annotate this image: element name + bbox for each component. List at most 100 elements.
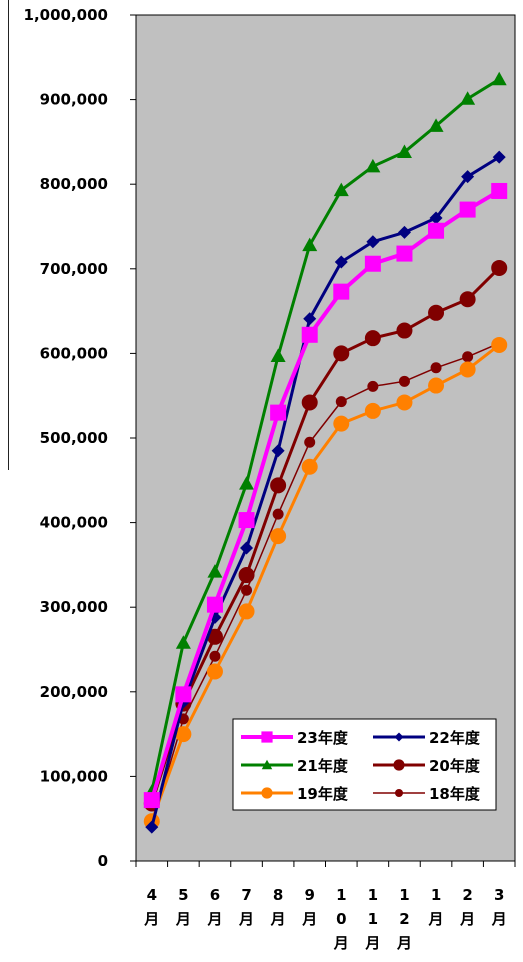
data-point (459, 201, 476, 218)
data-point (271, 444, 285, 458)
y-tick-label: 900,000 (40, 91, 108, 109)
x-tick-label-char: 月 (491, 910, 507, 928)
series-line (150, 78, 500, 792)
legend-swatch-marker (395, 789, 403, 797)
data-point (396, 245, 413, 262)
x-tick-label-char: 月 (301, 910, 317, 928)
x-tick-label: 7月 (238, 886, 254, 928)
y-tick-label: 400,000 (40, 514, 108, 532)
legend-swatch-marker (393, 759, 405, 771)
x-tick-label-char: 月 (175, 910, 191, 928)
data-point (270, 404, 287, 421)
x-tick-label: 1月 (428, 886, 444, 928)
data-point (209, 650, 221, 662)
x-tick-label-char: 1 (368, 910, 378, 928)
data-point (428, 118, 444, 132)
data-point (459, 291, 476, 308)
data-point (397, 225, 411, 239)
y-tick-label: 200,000 (40, 683, 108, 701)
legend-swatch-marker (261, 759, 273, 770)
data-point (270, 348, 286, 362)
x-tick-label: 5月 (175, 886, 191, 928)
data-point (333, 345, 350, 362)
x-tick-label-char: 月 (270, 910, 286, 928)
y-tick-label: 500,000 (40, 429, 108, 447)
x-tick-label-char: 2 (462, 886, 472, 904)
data-point (239, 476, 255, 490)
x-tick-label-char: 月 (428, 910, 444, 928)
x-tick-label-char: 5 (178, 886, 188, 904)
x-tick-label-char: 6 (210, 886, 220, 904)
data-point (396, 144, 412, 159)
data-point (207, 564, 223, 578)
x-tick-marks (135, 861, 516, 867)
data-point (428, 222, 445, 239)
data-point (428, 304, 445, 321)
left-edge-line (8, 0, 9, 470)
x-tick-label: 2月 (459, 886, 475, 928)
data-point (272, 508, 284, 520)
x-tick-label-char: 月 (396, 934, 412, 952)
data-point (364, 402, 381, 419)
data-point (333, 415, 350, 432)
x-tick-label: 8月 (270, 886, 286, 928)
data-point (303, 312, 317, 326)
data-point (491, 259, 508, 276)
x-tick-label-char: 1 (399, 886, 409, 904)
data-point (459, 361, 476, 378)
legend-entry: 22年度 (373, 729, 481, 747)
legend-label: 20年度 (429, 757, 481, 775)
x-tick-label-char: 8 (273, 886, 283, 904)
data-point (430, 362, 442, 374)
x-tick-label-char: 月 (206, 910, 222, 928)
data-point (175, 635, 191, 649)
data-point (461, 170, 475, 184)
data-point (175, 686, 192, 703)
data-point (238, 512, 255, 529)
y-tick-marks (130, 14, 136, 862)
data-point (396, 322, 413, 339)
data-point (301, 394, 318, 411)
data-point (206, 628, 223, 645)
x-tick-label: 3月 (491, 886, 507, 928)
y-tick-label: 0 (98, 852, 108, 870)
data-point (462, 351, 474, 363)
legend-entry: 18年度 (373, 785, 481, 803)
y-tick-label: 300,000 (40, 598, 108, 616)
data-point (396, 394, 413, 411)
x-tick-label: 1 0 月 (333, 886, 349, 952)
y-tick-label: 600,000 (40, 344, 108, 362)
data-point (206, 596, 223, 613)
series (143, 336, 508, 830)
legend-label: 21年度 (297, 757, 349, 775)
y-tick-label: 1,000,000 (24, 6, 108, 24)
x-tick-label: 9月 (301, 886, 317, 928)
data-point (206, 663, 223, 680)
data-point (491, 71, 507, 86)
x-tick-label-char: 9 (304, 886, 314, 904)
data-point (238, 603, 255, 620)
x-tick-label-char: 1 (368, 886, 378, 904)
series-layer (143, 71, 508, 834)
legend-label: 19年度 (297, 785, 349, 803)
x-tick-label-char: 月 (238, 910, 254, 928)
data-point (270, 528, 287, 545)
data-point (333, 182, 349, 197)
data-point (145, 820, 159, 834)
data-point (301, 326, 318, 343)
x-tick-label-char: 0 (336, 910, 346, 928)
legend-swatch-marker (394, 732, 404, 742)
x-tick-label: 1 2 月 (396, 886, 412, 952)
data-point (304, 436, 316, 448)
data-point (240, 541, 254, 555)
x-tick-label-char: 月 (459, 910, 475, 928)
data-point (491, 182, 508, 199)
series (144, 71, 507, 798)
legend-entry: 20年度 (373, 757, 481, 775)
data-point (428, 377, 445, 394)
x-tick-label-char: 7 (241, 886, 251, 904)
data-point (241, 584, 253, 596)
legend-swatch-marker (261, 731, 273, 743)
